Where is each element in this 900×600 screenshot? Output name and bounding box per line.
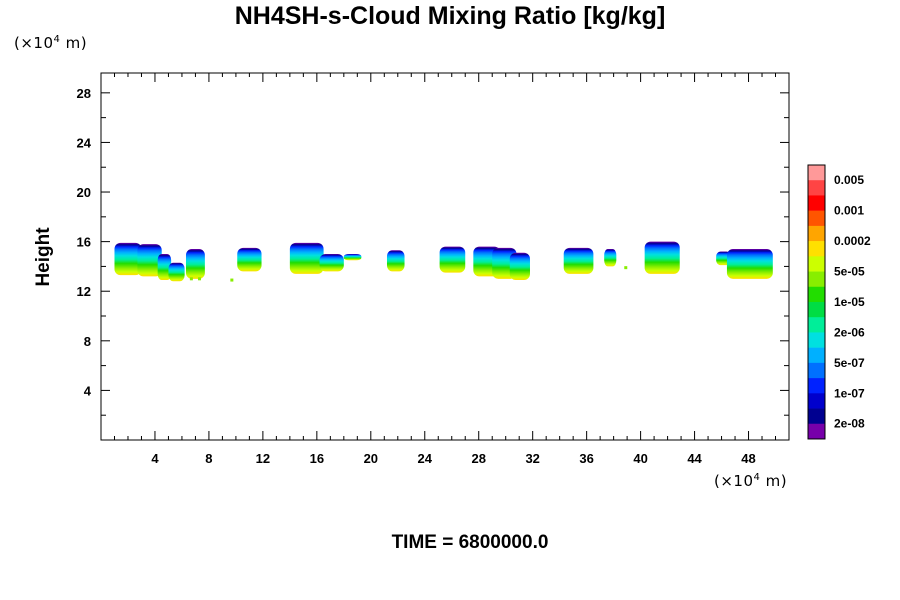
cloud-speck xyxy=(230,278,234,282)
y-unit-exponent: 4 xyxy=(53,34,61,45)
cloud-cell xyxy=(319,254,344,272)
time-label: TIME = 6800000.0 xyxy=(391,532,549,553)
y-tick-label: 8 xyxy=(84,334,91,349)
cloud-cell xyxy=(185,249,205,279)
colorbar-swatch xyxy=(808,225,825,242)
colorbar-swatch xyxy=(808,393,825,409)
cloud-cell xyxy=(439,246,466,273)
colorbar-swatch xyxy=(808,347,825,364)
colorbar-swatch xyxy=(808,423,825,440)
x-tick-label: 24 xyxy=(418,451,433,466)
cloud-speck xyxy=(197,277,201,281)
x-tick-label: 8 xyxy=(205,451,212,466)
cloud-cell xyxy=(644,241,680,274)
colorbar: 0.005 0.001 0.0002 5e-05 1e-05 2e-06 5e-07 1e-0… xyxy=(807,164,871,440)
colorbar-label: 2e-06 xyxy=(834,325,865,339)
x-tick-label: 20 xyxy=(364,451,378,466)
colorbar-label: 1e-07 xyxy=(834,386,865,400)
y-tick-label: 16 xyxy=(77,235,91,250)
cloud-cell xyxy=(343,254,362,261)
colorbar-label: 5e-07 xyxy=(834,356,865,370)
cloud-speck xyxy=(189,277,193,281)
x-axis-unit: (×104 m) xyxy=(714,472,787,490)
cloud-cell xyxy=(289,242,324,274)
y-unit-suffix: m) xyxy=(60,34,88,52)
colorbar-frame xyxy=(807,164,826,440)
colorbar-swatch xyxy=(808,378,825,394)
colorbar-swatch xyxy=(808,332,825,348)
x-tick-label: 28 xyxy=(471,451,485,466)
colorbar-swatch xyxy=(808,286,825,303)
cloud-cell xyxy=(563,247,594,274)
y-tick-label: 24 xyxy=(77,135,92,150)
x-tick-label: 16 xyxy=(310,451,324,466)
y-axis-unit: (×104 m) xyxy=(14,34,87,52)
colorbar-swatch xyxy=(808,165,825,181)
cloud-field xyxy=(114,241,773,282)
colorbar-swatch xyxy=(808,180,825,196)
colorbar-swatch xyxy=(808,317,825,333)
chart-title: NH4SH-s-Cloud Mixing Ratio [kg/kg] xyxy=(234,2,666,30)
colorbar-swatch xyxy=(808,256,825,272)
colorbar-swatch xyxy=(808,271,825,288)
colorbar-swatch xyxy=(808,362,825,379)
colorbar-label: 0.005 xyxy=(834,173,864,187)
cloud-cell xyxy=(726,249,773,279)
colorbar-label: 0.001 xyxy=(834,204,864,218)
cloud-cell xyxy=(509,252,530,281)
colorbar-label: 1e-05 xyxy=(834,295,865,309)
cloud-speck xyxy=(624,266,628,270)
x-tick-label: 12 xyxy=(256,451,270,466)
colorbar-swatch xyxy=(808,195,825,211)
cloud-cell xyxy=(604,249,617,267)
y-tick-label: 20 xyxy=(77,185,91,200)
x-unit-exponent: 4 xyxy=(753,472,761,483)
x-tick-label: 44 xyxy=(687,451,702,466)
colorbar-label: 0.0002 xyxy=(834,234,871,248)
cloud-cell xyxy=(137,244,162,277)
x-tick-label: 4 xyxy=(151,451,159,466)
x-unit-prefix: (×10 xyxy=(714,472,754,490)
x-unit-suffix: m) xyxy=(760,472,788,490)
colorbar-swatch xyxy=(808,210,825,227)
y-axis: 4 8 12 16 20 24 28 xyxy=(77,86,789,416)
colorbar-swatch xyxy=(808,408,825,425)
cloud-cell xyxy=(157,254,172,281)
colorbar-swatch xyxy=(808,301,825,318)
x-axis: 4 8 12 16 20 24 28 32 36 40 44 48 xyxy=(113,73,777,466)
x-tick-label: 40 xyxy=(633,451,647,466)
plot-frame xyxy=(100,72,790,441)
colorbar-swatch xyxy=(808,241,825,257)
cloud-cell xyxy=(168,262,185,282)
x-tick-label: 32 xyxy=(525,451,539,466)
x-tick-label: 48 xyxy=(741,451,755,466)
y-tick-label: 28 xyxy=(77,86,91,101)
cloud-cell xyxy=(237,247,262,272)
x-tick-label: 36 xyxy=(579,451,593,466)
y-tick-label: 12 xyxy=(77,284,91,299)
y-unit-prefix: (×10 xyxy=(14,34,54,52)
colorbar-label: 5e-05 xyxy=(834,265,865,279)
colorbar-label: 2e-08 xyxy=(834,417,865,431)
y-tick-label: 4 xyxy=(84,383,92,398)
cloud-cell xyxy=(386,250,405,272)
cloud-cell xyxy=(114,242,142,276)
